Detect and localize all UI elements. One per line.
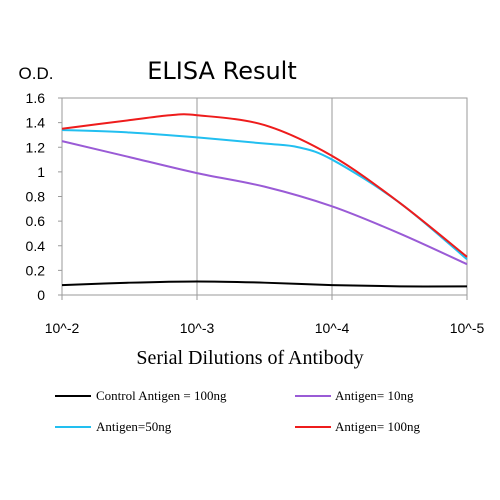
y-tick-label: 1.2	[26, 139, 46, 155]
legend-label: Antigen=50ng	[96, 419, 172, 434]
plot-area-frame	[61, 97, 468, 296]
y-tick-label: 0	[37, 287, 45, 303]
y-tick-label: 1.6	[26, 90, 46, 106]
x-tick-label: 10^-2	[45, 320, 80, 336]
series-line	[61, 280, 468, 288]
axis-layer: 10^-2 10^-3 10^-4 10^-5 0 0.2 0.4 0.6 0.8 1 1.2 1.4…	[26, 90, 485, 336]
legend: Control Antigen = 100ng Antigen= 10ng Anti…	[55, 388, 420, 434]
series-line	[61, 140, 468, 266]
y-tick-label: 1.4	[26, 115, 46, 131]
grid-layer	[61, 97, 468, 296]
y-tick-label: 1	[37, 164, 45, 180]
x-tick-label: 10^-3	[180, 320, 215, 336]
x-tick-label: 10^-4	[315, 320, 350, 336]
y-tick-label: 0.6	[26, 213, 46, 229]
series-line	[61, 129, 468, 261]
series-layer	[61, 113, 468, 288]
y-tick-label: 0.4	[26, 238, 46, 254]
y-tick-label: 0.2	[26, 262, 46, 278]
series-line	[61, 113, 468, 258]
chart-title: ELISA Result	[147, 57, 297, 85]
y-axis-label: O.D.	[19, 64, 54, 83]
y-tick-label: 0.8	[26, 189, 46, 205]
x-tick-label: 10^-5	[450, 320, 485, 336]
x-axis-label: Serial Dilutions of Antibody	[136, 347, 363, 369]
legend-label: Antigen= 10ng	[335, 388, 414, 403]
legend-label: Control Antigen = 100ng	[96, 388, 227, 403]
legend-label: Antigen= 100ng	[335, 419, 420, 434]
